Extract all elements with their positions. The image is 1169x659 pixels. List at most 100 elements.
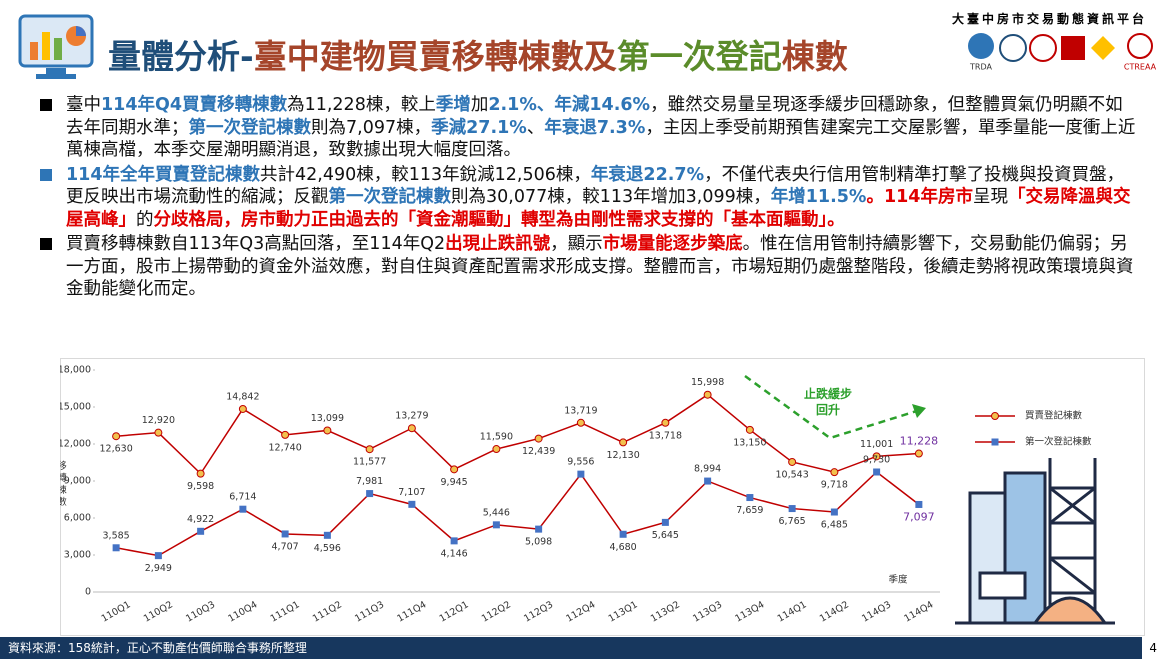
value-label: 11,001 bbox=[860, 439, 893, 450]
bullet-text: 買賣移轉棟數自113年Q3高點回落，至114年Q2 bbox=[66, 234, 446, 254]
bullet-text: 市場量能逐步築底 bbox=[602, 234, 743, 254]
value-label: 5,446 bbox=[483, 507, 510, 518]
bullet-text: 季減27.1% bbox=[431, 117, 527, 138]
title: 量體分析-臺中建物買賣移轉棟數及第一次登記棟數 bbox=[108, 30, 848, 78]
value-label: 9,945 bbox=[441, 477, 468, 488]
value-label: 3,585 bbox=[103, 530, 130, 541]
bullet-text: 年衰退22.7% bbox=[590, 164, 705, 185]
y-tick-label: 9,000 bbox=[64, 476, 91, 487]
value-label: 6,714 bbox=[229, 492, 256, 503]
x-tick-label: 113Q3 bbox=[691, 599, 724, 624]
x-tick-label: 110Q1 bbox=[100, 599, 133, 624]
x-tick-label: 113Q4 bbox=[733, 599, 766, 624]
value-label: 10,543 bbox=[776, 469, 809, 480]
value-label: 12,439 bbox=[522, 446, 555, 457]
bullet-text: ，主因上季受前期預售建案完工交屋影響，單季量能一度衝上近萬棟高檔，本季交屋潮明顯… bbox=[66, 117, 1136, 161]
marker bbox=[619, 438, 628, 447]
bullet-text: ，顯示 bbox=[550, 234, 603, 254]
bullet-text: 共計42,490棟，較113年銳減12,506棟， bbox=[260, 164, 591, 185]
bullet-text: 則為7,097棟， bbox=[311, 117, 432, 138]
bullet-text: 分歧格局，房市動力正由過去的「資金潮驅動」轉型為由剛性需求支撐的「基本面驅動」。 bbox=[153, 209, 845, 230]
marker bbox=[830, 508, 838, 516]
bullet-text: 為11,228棟，較上 bbox=[287, 95, 436, 115]
x-tick-label: 110Q4 bbox=[226, 599, 259, 624]
x-tick-label: 112Q4 bbox=[564, 599, 597, 624]
title-part: 棟數 bbox=[781, 37, 848, 76]
value-label: 12,920 bbox=[142, 415, 175, 426]
x-tick-label: 114Q1 bbox=[776, 599, 809, 624]
bullet-text: 。114年房市 bbox=[866, 187, 973, 207]
marker bbox=[323, 531, 331, 539]
x-tick-label: 111Q3 bbox=[353, 599, 386, 624]
x-tick-label: 113Q1 bbox=[607, 599, 640, 624]
marker bbox=[746, 494, 754, 502]
bullet-list: 臺中114年Q4買賣移轉棟數為11,228棟，較上季增加2.1%、年減14.6%… bbox=[40, 94, 1140, 303]
x-tick-label: 114Q3 bbox=[860, 599, 893, 624]
marker bbox=[366, 490, 374, 498]
marker bbox=[450, 465, 459, 474]
marker bbox=[492, 445, 501, 454]
value-label: 7,097 bbox=[903, 510, 935, 523]
value-label: 13,279 bbox=[395, 411, 428, 422]
marker bbox=[534, 434, 543, 443]
annotation-arrowhead bbox=[912, 404, 926, 418]
series-line bbox=[115, 471, 920, 557]
bullet-marker bbox=[40, 238, 52, 250]
logos: TRDA CTREAA bbox=[968, 33, 1157, 72]
value-label: 14,842 bbox=[226, 391, 259, 402]
value-label: 11,590 bbox=[480, 432, 513, 443]
x-tick-label: 112Q2 bbox=[480, 599, 513, 624]
x-tick-label: 114Q2 bbox=[818, 599, 851, 624]
brand: 大臺中房市交易動態資訊平台 bbox=[951, 12, 1147, 26]
bullet-text: 「交易降溫與交屋高峰」 bbox=[66, 187, 1131, 230]
bullet-text: 2.1%、年減14.6% bbox=[488, 95, 651, 115]
marker bbox=[196, 469, 205, 478]
marker bbox=[197, 527, 205, 535]
bullet-text: ，雖然交易量呈現逐季緩步回穩跡象，但整體買氣仍明顯不如去年同期水準； bbox=[66, 95, 1123, 138]
header-icon bbox=[18, 14, 94, 79]
value-label: 6,485 bbox=[821, 520, 848, 531]
page-number: 4 bbox=[1149, 641, 1157, 655]
bullet: 114年全年買賣登記棟數共計42,490棟，較113年銳減12,506棟，年衰退… bbox=[40, 164, 1140, 232]
bullet-text: 則為30,077棟，較113年增加3,099棟， bbox=[451, 187, 771, 207]
y-tick-label: 3,000 bbox=[64, 550, 91, 561]
chart: 0 3,000 6,000 9,000 12,000 15,000 18,000 移轉棟數季度… bbox=[60, 365, 1115, 625]
y-axis-label: 移轉棟數 bbox=[60, 460, 67, 508]
value-label: 4,596 bbox=[314, 543, 341, 554]
series-line bbox=[116, 393, 919, 475]
marker bbox=[112, 432, 121, 441]
value-label: 6,765 bbox=[779, 516, 806, 527]
value-label: 12,130 bbox=[607, 450, 640, 461]
marker bbox=[661, 518, 669, 526]
marker bbox=[914, 449, 923, 458]
marker bbox=[492, 521, 500, 529]
value-label: 11,577 bbox=[353, 457, 386, 468]
building-illustration bbox=[955, 458, 1115, 625]
value-label: 9,598 bbox=[187, 481, 214, 492]
chart-frame bbox=[60, 358, 1145, 636]
x-tick-label: 111Q1 bbox=[269, 599, 302, 624]
value-label: 12,740 bbox=[269, 442, 302, 453]
title-part: 臺中建物買賣移轉棟數及 bbox=[253, 37, 617, 76]
value-label: 5,098 bbox=[525, 537, 552, 548]
legend-label: 第一次登記棟數 bbox=[1025, 436, 1092, 448]
bullet-marker bbox=[40, 99, 52, 111]
value-label: 4,146 bbox=[441, 548, 468, 559]
bullet-text: 年衰退7.3% bbox=[544, 117, 646, 138]
value-label: 4,680 bbox=[610, 542, 637, 553]
x-tick-label: 111Q2 bbox=[311, 599, 344, 624]
value-label: 2,949 bbox=[145, 563, 172, 574]
y-tick-label: 0 bbox=[85, 587, 91, 598]
marker bbox=[239, 505, 247, 513]
marker bbox=[830, 468, 839, 477]
legend-marker bbox=[991, 438, 999, 446]
bullet-text: 、 bbox=[526, 117, 545, 138]
value-label: 5,645 bbox=[652, 530, 679, 541]
title-part: 第一次登記 bbox=[616, 37, 782, 76]
y-tick-label: 12,000 bbox=[60, 439, 91, 450]
x-axis-label: 季度 bbox=[888, 574, 908, 586]
title-part: 量體分析- bbox=[108, 37, 254, 76]
value-label: 7,659 bbox=[736, 505, 763, 516]
value-label: 7,107 bbox=[398, 487, 425, 498]
y-tick-label: 15,000 bbox=[60, 402, 91, 413]
